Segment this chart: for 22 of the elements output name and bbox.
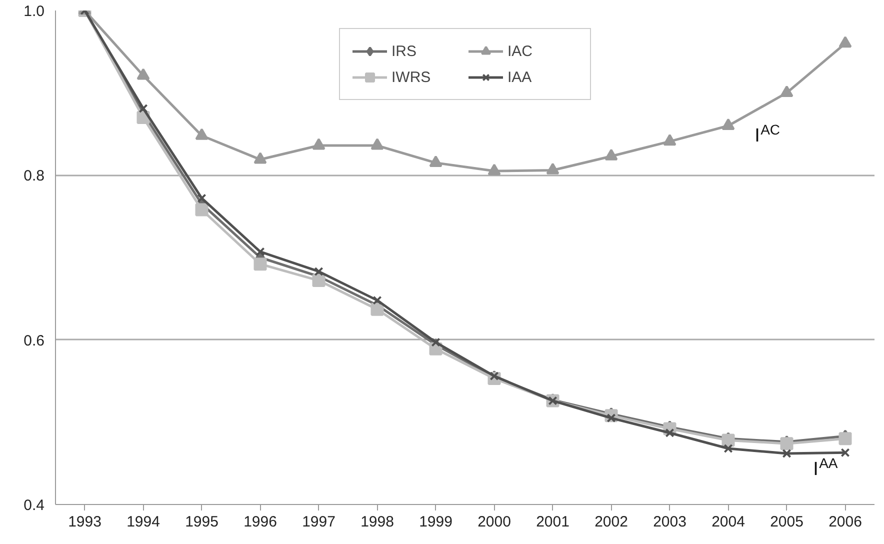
x-tick-label: 2006 <box>828 514 862 530</box>
legend-label: IRS <box>392 42 418 60</box>
x-tick-label: 1998 <box>360 514 394 530</box>
x-tick-label: 1994 <box>126 514 160 530</box>
legend-label: IAC <box>508 42 534 60</box>
x-tick-label: 1995 <box>185 514 218 530</box>
x-tick-label: 2002 <box>594 514 628 530</box>
y-tick-label: 1.0 <box>24 3 45 20</box>
x-tick-label: 1996 <box>244 514 277 530</box>
x-tick-label: 1993 <box>68 514 102 530</box>
x-tick-label: 2004 <box>712 514 745 530</box>
x-tick-label: 2005 <box>770 514 804 530</box>
x-tick-label: 1999 <box>419 514 452 530</box>
y-tick-label: 0.6 <box>24 332 45 350</box>
x-tick-label: 2003 <box>653 514 686 530</box>
legend-label: IAA <box>508 68 533 86</box>
x-tick-label: 1997 <box>302 514 336 530</box>
x-tick-label: 2000 <box>478 514 511 530</box>
x-tick-label: 2001 <box>536 514 570 530</box>
y-tick-label: 0.4 <box>24 497 45 514</box>
y-tick-label: 0.8 <box>24 168 45 185</box>
legend-label: IWRS <box>392 68 432 86</box>
